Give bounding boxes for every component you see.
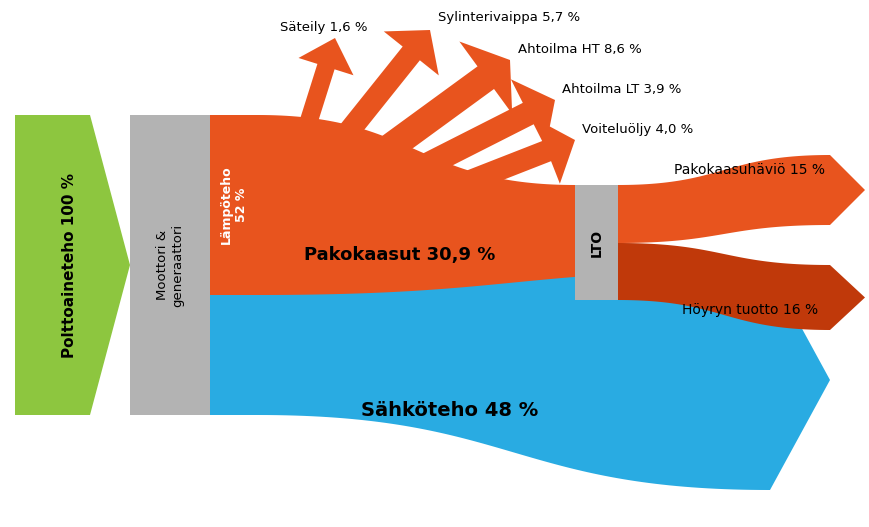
Bar [209, 115, 258, 295]
Polygon shape [346, 118, 574, 238]
Bar [129, 115, 209, 415]
Polygon shape [258, 115, 574, 300]
Text: Sylinterivaippa 5,7 %: Sylinterivaippa 5,7 % [437, 12, 580, 24]
Polygon shape [286, 38, 353, 168]
Text: Pakokaasut 30,9 %: Pakokaasut 30,9 % [304, 246, 495, 264]
Text: Pakokaasuhäviö 15 %: Pakokaasuhäviö 15 % [673, 163, 825, 177]
Text: Ahtoilma HT 8,6 %: Ahtoilma HT 8,6 % [517, 44, 641, 56]
Polygon shape [332, 79, 554, 221]
Text: Höyryn tuotto 16 %: Höyryn tuotto 16 % [681, 303, 817, 317]
Polygon shape [258, 270, 829, 490]
Polygon shape [301, 30, 438, 187]
Bar [574, 185, 617, 300]
Text: Sähköteho 48 %: Sähköteho 48 % [361, 401, 538, 419]
Text: LTO: LTO [589, 228, 603, 257]
Polygon shape [316, 42, 512, 206]
Text: Moottori &
generaattori: Moottori & generaattori [156, 223, 183, 307]
Text: Ahtoilma LT 3,9 %: Ahtoilma LT 3,9 % [561, 83, 680, 96]
Polygon shape [617, 155, 864, 243]
Text: Polttoaineteho 100 %: Polttoaineteho 100 % [63, 172, 77, 357]
Text: Lämpöteho
52 %: Lämpöteho 52 % [220, 165, 248, 245]
Polygon shape [617, 243, 864, 330]
Text: Säteily 1,6 %: Säteily 1,6 % [280, 22, 367, 34]
Text: Voiteluöljy 4,0 %: Voiteluöljy 4,0 % [581, 123, 693, 136]
Polygon shape [15, 115, 129, 415]
Bar [209, 295, 258, 415]
